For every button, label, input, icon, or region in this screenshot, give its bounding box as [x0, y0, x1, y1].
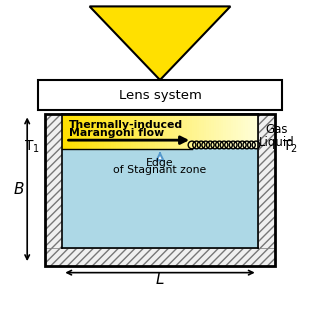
Bar [94, 114, 97, 149]
Bar [165, 114, 168, 149]
Bar [89, 114, 92, 149]
Bar [209, 114, 212, 149]
Bar [160, 114, 163, 149]
Bar [182, 114, 185, 149]
Bar [104, 114, 107, 149]
Bar [196, 114, 200, 149]
Bar [243, 114, 246, 149]
Bar [155, 114, 158, 149]
Bar [72, 114, 75, 149]
Bar [172, 114, 175, 149]
Bar [233, 114, 236, 149]
Bar [109, 114, 112, 149]
Bar [253, 114, 256, 149]
Text: T$_2$: T$_2$ [282, 139, 298, 156]
Bar [194, 114, 197, 149]
Bar [65, 114, 68, 149]
Bar [221, 114, 224, 149]
Bar [114, 114, 117, 149]
Bar [199, 114, 202, 149]
Bar [206, 114, 209, 149]
Bar [216, 114, 219, 149]
Bar [245, 114, 248, 149]
Bar [241, 114, 244, 149]
Bar [187, 114, 190, 149]
Bar [84, 114, 87, 149]
Bar [79, 114, 83, 149]
Bar [99, 114, 102, 149]
Bar [167, 114, 170, 149]
Bar [128, 114, 132, 149]
Text: Thermally-induced: Thermally-induced [69, 120, 183, 130]
Bar [118, 114, 122, 149]
Bar [238, 114, 241, 149]
Bar [67, 114, 70, 149]
Bar [62, 149, 258, 248]
Bar [258, 114, 275, 266]
Bar [38, 80, 282, 110]
Text: Liquid: Liquid [259, 136, 295, 149]
Bar [131, 114, 134, 149]
Bar [143, 114, 146, 149]
Text: of Stagnant zone: of Stagnant zone [113, 165, 207, 175]
Bar [250, 114, 253, 149]
Bar [140, 114, 144, 149]
Bar [75, 114, 78, 149]
Bar [92, 114, 95, 149]
Bar [111, 114, 114, 149]
Bar [163, 114, 165, 149]
Bar [202, 114, 204, 149]
Bar [97, 114, 100, 149]
Bar [192, 114, 195, 149]
Bar [214, 114, 217, 149]
Bar [231, 114, 234, 149]
Bar [145, 114, 148, 149]
Bar [136, 114, 139, 149]
Bar [157, 114, 161, 149]
Bar [77, 114, 80, 149]
Bar [121, 114, 124, 149]
Bar [170, 114, 173, 149]
Bar [219, 114, 222, 149]
Bar [116, 114, 119, 149]
Bar [175, 114, 178, 149]
Bar [184, 114, 188, 149]
Bar [82, 114, 85, 149]
Bar [226, 114, 229, 149]
Bar [62, 114, 66, 149]
Text: Marangoni flow: Marangoni flow [69, 128, 164, 138]
Bar [101, 114, 105, 149]
Bar [180, 114, 183, 149]
Bar [106, 114, 109, 149]
Bar [45, 248, 275, 266]
Bar [150, 114, 153, 149]
Bar [45, 114, 62, 266]
Bar [126, 114, 129, 149]
Bar [87, 114, 90, 149]
Bar [223, 114, 227, 149]
Text: T$_1$: T$_1$ [24, 139, 40, 156]
Text: Lens system: Lens system [119, 89, 201, 102]
Text: Edge: Edge [146, 158, 174, 168]
Bar [177, 114, 180, 149]
Bar [45, 114, 275, 266]
Text: L: L [156, 273, 164, 287]
Bar [228, 114, 231, 149]
Bar [189, 114, 192, 149]
Text: B: B [14, 182, 24, 197]
Text: Gas: Gas [266, 123, 288, 136]
Polygon shape [90, 6, 230, 80]
Bar [148, 114, 151, 149]
Bar [255, 114, 258, 149]
Bar [138, 114, 141, 149]
Bar [236, 114, 239, 149]
Bar [248, 114, 251, 149]
Bar [133, 114, 136, 149]
Bar [124, 114, 126, 149]
Bar [70, 114, 73, 149]
Bar [153, 114, 156, 149]
Bar [211, 114, 214, 149]
Bar [204, 114, 207, 149]
